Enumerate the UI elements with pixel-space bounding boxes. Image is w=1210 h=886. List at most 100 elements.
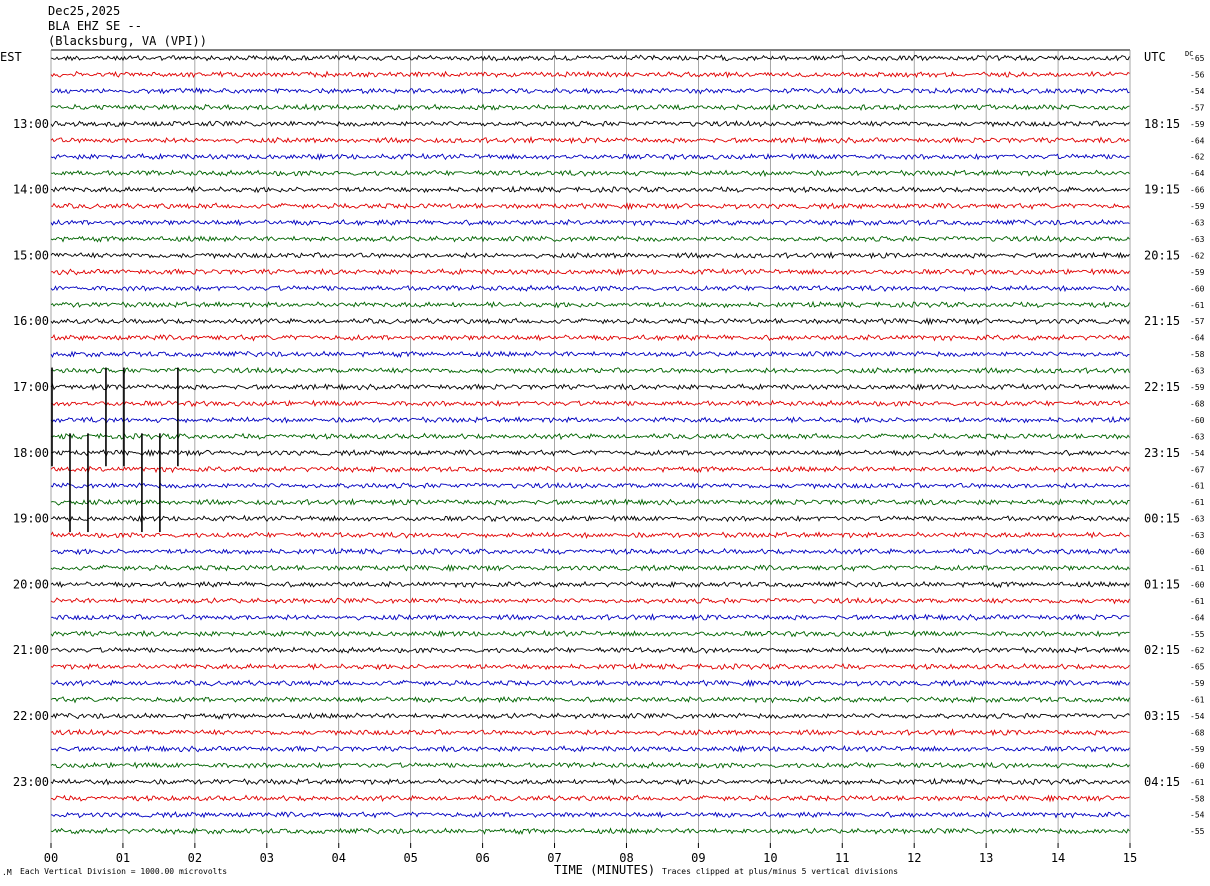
left-hour-label: 20:00	[13, 577, 49, 591]
dc-offset-label: -63	[1190, 515, 1205, 524]
seismic-trace-row	[50, 366, 1130, 375]
dc-offset-label: -64	[1190, 334, 1205, 343]
x-tick-label: 15	[1123, 851, 1137, 865]
left-hour-label: 13:00	[13, 117, 49, 131]
seismic-trace-row	[50, 629, 1130, 638]
dc-offset-label: -61	[1190, 564, 1205, 573]
plot-header: Dec25,2025 BLA EHZ SE -- (Blacksburg, VA…	[48, 4, 207, 49]
dc-offset-label: -54	[1190, 87, 1205, 96]
left-hour-label: 22:00	[13, 709, 49, 723]
dc-offset-label: -60	[1190, 761, 1205, 770]
dc-offset-label: -59	[1190, 383, 1205, 392]
seismic-trace-row	[50, 580, 1130, 589]
dc-offset-label: -60	[1190, 548, 1205, 557]
x-tick-label: 01	[116, 851, 130, 865]
seismic-trace-row	[50, 202, 1130, 211]
clip-note: Traces clipped at plus/minus 5 vertical …	[662, 867, 899, 876]
dc-offset-label: -60	[1190, 284, 1205, 293]
seismic-trace-row	[50, 317, 1130, 326]
x-tick-label: 14	[1051, 851, 1065, 865]
right-hour-label: 03:15	[1144, 709, 1180, 723]
seismic-trace-row	[50, 514, 1130, 523]
dc-offset-label: -61	[1190, 597, 1205, 606]
left-hour-label: 14:00	[13, 183, 49, 197]
location-label: (Blacksburg, VA (VPI))	[48, 34, 207, 48]
x-tick-label: 12	[907, 851, 921, 865]
seismic-trace-row	[50, 481, 1130, 490]
x-tick-label: 00	[44, 851, 58, 865]
seismic-trace-row	[50, 103, 1130, 112]
dc-offset-label: -66	[1190, 186, 1205, 195]
seismic-trace-row	[50, 810, 1130, 819]
dc-offset-label: -58	[1190, 350, 1205, 359]
x-tick-label: 10	[763, 851, 777, 865]
seismic-trace-row	[50, 284, 1130, 293]
right-timezone-label: UTC	[1144, 50, 1166, 64]
station-label: BLA EHZ SE --	[48, 19, 142, 33]
left-hour-label: 23:00	[13, 775, 49, 789]
right-hour-label: 23:15	[1144, 446, 1180, 460]
seismic-trace-row	[50, 597, 1130, 605]
seismic-trace-row	[50, 646, 1130, 655]
dc-offset-label: -62	[1190, 251, 1205, 260]
seismic-trace-row	[50, 251, 1130, 260]
dc-offset-label: -68	[1190, 728, 1205, 737]
right-hour-label: 18:15	[1144, 117, 1180, 131]
right-hour-label: 00:15	[1144, 512, 1180, 526]
left-hour-label: 21:00	[13, 643, 49, 657]
left-hour-label: 19:00	[13, 512, 49, 526]
x-tick-label: 03	[260, 851, 274, 865]
dc-offset-label: -59	[1190, 120, 1205, 129]
left-hour-label: 16:00	[13, 314, 49, 328]
dc-offset-label: -63	[1190, 219, 1205, 228]
dc-offset-label: -61	[1190, 696, 1205, 705]
dc-offset-label: -61	[1190, 301, 1205, 310]
right-hour-label: 20:15	[1144, 248, 1180, 262]
seismic-trace-row	[50, 728, 1130, 737]
dc-offset-label: -64	[1190, 136, 1205, 145]
dc-offset-label: -61	[1190, 482, 1205, 491]
seismic-trace-row	[50, 761, 1130, 770]
x-axis-title: TIME (MINUTES)	[554, 863, 656, 877]
dc-offset-label: -61	[1190, 498, 1205, 507]
dc-offset-label: -60	[1190, 416, 1205, 425]
dc-header-label: DC	[1185, 50, 1193, 58]
seismic-trace-row	[50, 235, 1130, 243]
dc-offset-label: -55	[1190, 630, 1205, 639]
seismic-trace-row	[50, 267, 1130, 276]
seismic-trace-row	[50, 712, 1130, 720]
dc-offset-label: -62	[1190, 646, 1205, 655]
seismic-trace-row	[50, 679, 1130, 688]
seismic-trace-row	[50, 794, 1130, 803]
x-tick-label: 06	[475, 851, 489, 865]
seismic-trace-row	[50, 613, 1130, 622]
x-tick-label: 11	[835, 851, 849, 865]
right-hour-label: 01:15	[1144, 577, 1180, 591]
seismic-trace-row	[50, 465, 1130, 474]
seismic-trace-row	[50, 744, 1130, 753]
seismic-trace-row	[51, 185, 1130, 194]
seismic-trace-row	[50, 218, 1130, 227]
left-hour-label: 15:00	[13, 248, 49, 262]
dc-offset-label: -60	[1190, 580, 1205, 589]
dc-offset-label: -68	[1190, 399, 1205, 408]
dc-offset-label: -57	[1190, 103, 1205, 112]
seismic-trace-row	[50, 827, 1130, 835]
vertical-division-note: Each Vertical Division = 1000.00 microvo…	[20, 867, 228, 876]
dc-offset-label: -54	[1190, 811, 1205, 820]
x-tick-label: 05	[403, 851, 417, 865]
x-tick-label: 08	[619, 851, 633, 865]
dc-offset-label: -65	[1190, 54, 1205, 63]
seismic-trace-row	[50, 777, 1130, 786]
seismic-trace-row	[50, 169, 1130, 178]
dc-offset-label: -58	[1190, 794, 1205, 803]
seismic-trace-row	[50, 531, 1130, 539]
seismic-trace-row	[50, 350, 1130, 358]
dc-offset-label: -65	[1190, 663, 1205, 672]
seismic-trace-row	[50, 300, 1130, 309]
dc-offset-label: -63	[1190, 367, 1205, 376]
seismic-trace-row	[50, 564, 1130, 573]
dc-offset-label: -54	[1190, 712, 1205, 721]
right-hour-label: 22:15	[1144, 380, 1180, 394]
